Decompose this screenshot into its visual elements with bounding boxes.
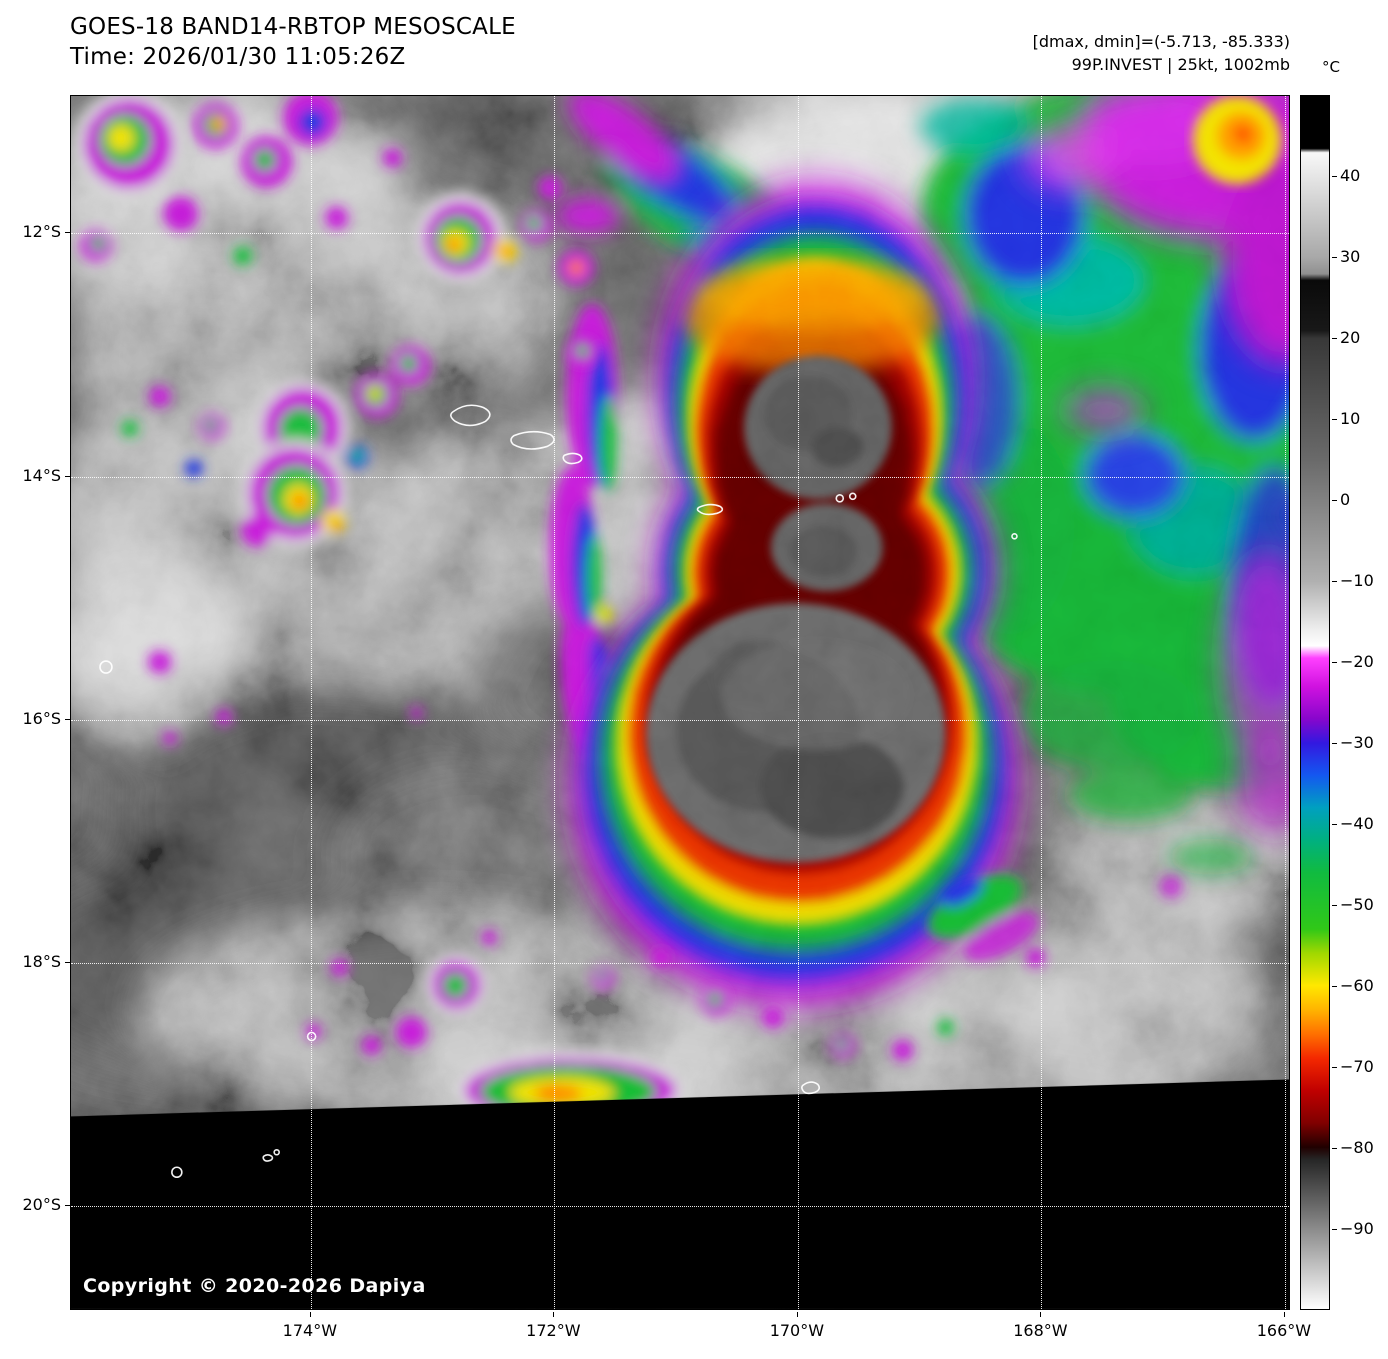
coastlines [99, 404, 1018, 1179]
colorbar-tick-mark [1332, 986, 1337, 987]
colorbar-tick-mark [1332, 176, 1337, 177]
header-right: [dmax, dmin]=(-5.713, -85.333) 99P.INVES… [1033, 30, 1290, 76]
colorbar-unit: °C [1322, 58, 1340, 76]
gridline-latitude [71, 963, 1289, 965]
lat-tick-label: 18°S [22, 952, 61, 972]
colorbar [1300, 95, 1330, 1310]
lat-tick-label: 20°S [22, 1195, 61, 1215]
colorbar-tick-label: −50 [1340, 895, 1374, 914]
lat-tick-label: 12°S [22, 222, 61, 242]
gridline-longitude [1041, 96, 1043, 1309]
satellite-image [71, 96, 1289, 1309]
gridline-latitude [71, 1206, 1289, 1208]
colorbar-gradient [1301, 96, 1329, 1309]
product-title: GOES-18 BAND14-RBTOP MESOSCALE [70, 14, 516, 40]
colorbar-tick-label: −30 [1340, 733, 1374, 752]
gridline-longitude [310, 96, 312, 1309]
lat-tick-mark [65, 1205, 70, 1207]
colorbar-tick-label: 20 [1340, 328, 1361, 347]
lat-tick-label: 16°S [22, 708, 61, 728]
lon-tick-label: 168°W [1013, 1321, 1068, 1340]
lon-tick-label: 166°W [1256, 1321, 1312, 1340]
lat-tick-label: 14°S [22, 465, 61, 485]
colorbar-tick-mark [1332, 662, 1337, 663]
colorbar-tick-mark [1332, 1148, 1337, 1149]
colorbar-tick-label: 40 [1340, 166, 1361, 185]
colorbar-tick-mark [1332, 743, 1337, 744]
colorbar-tick-label: 10 [1340, 409, 1361, 428]
no-data-wedge [71, 1079, 1289, 1309]
colorbar-tick-mark [1332, 500, 1337, 501]
colorbar-tick-label: 0 [1340, 490, 1351, 509]
colorbar-tick-mark [1332, 419, 1337, 420]
lat-tick-mark [65, 962, 70, 964]
lon-tick-mark [309, 1312, 311, 1317]
gridline-latitude [71, 719, 1289, 721]
lat-tick-mark [65, 475, 70, 477]
lon-tick-label: 170°W [769, 1321, 825, 1340]
lon-tick-mark [553, 1312, 555, 1317]
gridline-longitude [797, 96, 799, 1309]
colorbar-tick-label: 30 [1340, 247, 1361, 266]
gridline-latitude [71, 476, 1289, 478]
gridline-latitude [71, 233, 1289, 235]
colorbar-tick-label: −70 [1340, 1057, 1374, 1076]
colorbar-tick-label: −90 [1340, 1219, 1374, 1238]
lon-tick-mark [796, 1312, 798, 1317]
timestamp: Time: 2026/01/30 11:05:26Z [70, 44, 406, 70]
colorbar-tick-label: −40 [1340, 814, 1374, 833]
colorbar-tick-mark [1332, 338, 1337, 339]
copyright-watermark: Copyright © 2020-2026 Dapiya [83, 1275, 426, 1297]
colorbar-tick-mark [1332, 824, 1337, 825]
dmax-dmin-readout: [dmax, dmin]=(-5.713, -85.333) [1032, 32, 1290, 51]
colorbar-tick-mark [1332, 1229, 1337, 1230]
gridline-longitude [1284, 96, 1286, 1309]
colorbar-tick-label: −60 [1340, 976, 1374, 995]
map-area: Copyright © 2020-2026 Dapiya [70, 95, 1290, 1310]
lat-tick-mark [65, 232, 70, 234]
colorbar-tick-label: −20 [1340, 652, 1374, 671]
colorbar-tick-mark [1332, 1067, 1337, 1068]
lon-tick-label: 172°W [526, 1321, 581, 1340]
title-block: GOES-18 BAND14-RBTOP MESOSCALE Time: 202… [70, 12, 516, 72]
gridline-longitude [554, 96, 556, 1309]
lon-tick-label: 174°W [282, 1321, 338, 1340]
colorbar-tick-label: −10 [1340, 571, 1374, 590]
colorbar-tick-label: −80 [1340, 1138, 1374, 1157]
lon-tick-mark [1040, 1312, 1042, 1317]
colorbar-tick-mark [1332, 257, 1337, 258]
lat-tick-mark [65, 718, 70, 720]
storm-info: 99P.INVEST | 25kt, 1002mb [1071, 55, 1290, 74]
colorbar-tick-mark [1332, 905, 1337, 906]
colorbar-tick-mark [1332, 581, 1337, 582]
lon-tick-mark [1283, 1312, 1285, 1317]
